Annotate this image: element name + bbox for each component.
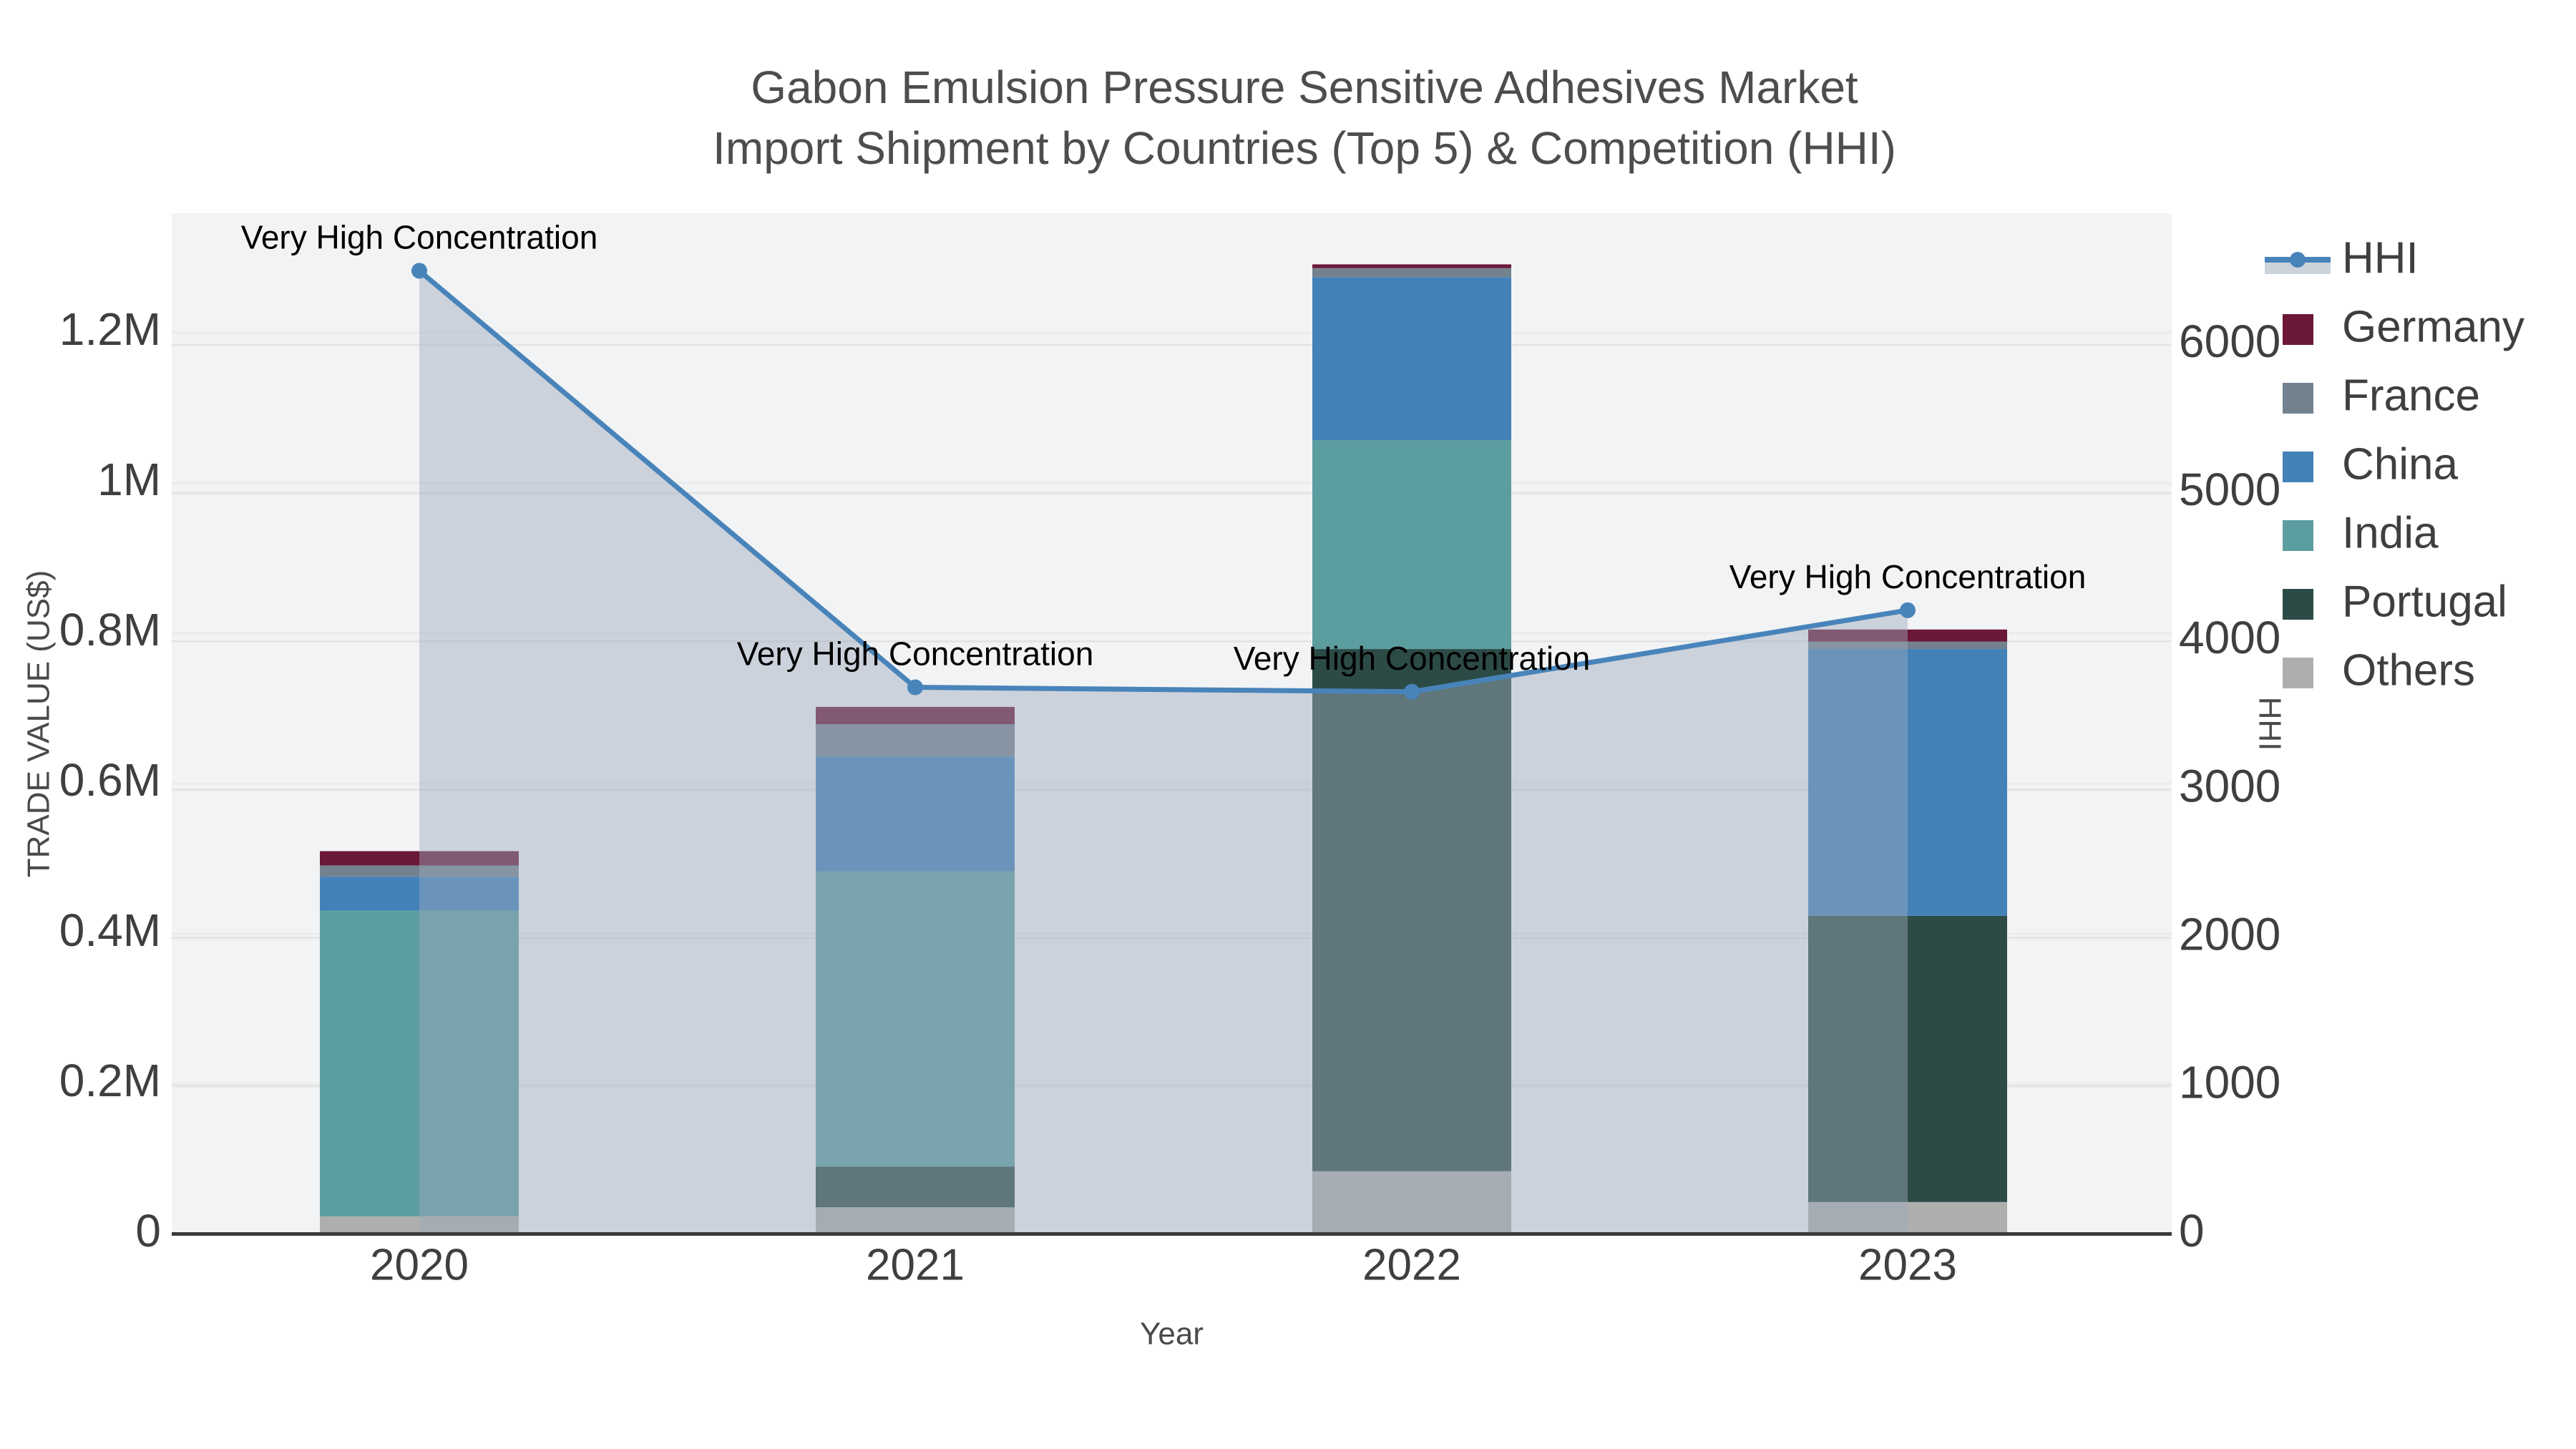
hhi-line [417,268,1908,695]
bar-segment-2023-others[interactable] [1808,1201,2007,1234]
y-left-tick-0: 0 [135,1205,161,1257]
bar-segment-2023-germany[interactable] [1808,629,2007,642]
chart-title-line2: Import Shipment by Countries (Top 5) & C… [713,122,1896,174]
legend-label-germany: Germany [2342,302,2524,351]
bar-segment-2020-others[interactable] [320,1216,519,1234]
x-tick-2020: 2020 [370,1240,469,1289]
bar-segment-2022-china[interactable] [1312,277,1511,441]
y-right-tick-0: 0 [2179,1205,2205,1257]
legend-swatch-portugal [2283,589,2313,620]
legend-swatch-others [2283,658,2313,688]
bar-segment-2022-india[interactable] [1312,440,1511,650]
y-right-tick-2000: 2000 [2179,909,2280,960]
y-left-axis-title: TRADE VALUE (US$) [21,570,57,878]
x-axis-title: Year [1140,1317,1204,1352]
y-right-axis-title: HHI [2252,697,2287,751]
bar-segment-2020-india[interactable] [320,910,519,1216]
annotation-2023: Very High Concentration [1729,558,2087,595]
y-right-tick-3000: 3000 [2179,760,2280,811]
legend-item-china[interactable]: China [2283,439,2459,489]
bar-segment-2023-portugal[interactable] [1808,915,2007,1202]
y-left-tick-0.6M: 0.6M [59,754,161,806]
legend-swatch-germany [2283,314,2313,345]
legend-label-others: Others [2342,645,2475,695]
bar-segment-2022-others[interactable] [1312,1171,1511,1234]
bar-segment-2021-france[interactable] [816,724,1015,757]
bar-segment-2023-france[interactable] [1808,641,2007,650]
bar-segment-2021-others[interactable] [816,1207,1015,1234]
hhi-marker-2020[interactable] [411,263,427,279]
bar-segment-2022-france[interactable] [1312,268,1511,278]
chart-title-line1: Gabon Emulsion Pressure Sensitive Adhesi… [751,62,1858,113]
annotation-2022: Very High Concentration [1234,640,1591,677]
bar-segment-2022-germany[interactable] [1312,264,1511,268]
annotation-2021: Very High Concentration [737,635,1094,673]
x-tick-2021: 2021 [866,1240,965,1289]
legend-item-france[interactable]: France [2283,371,2480,420]
y-left-tick-0.2M: 0.2M [59,1055,161,1106]
bar-segment-2020-france[interactable] [320,865,519,877]
hhi-area-fill [419,270,1908,1235]
y-left-tick-0.8M: 0.8M [59,604,161,655]
legend-item-hhi[interactable]: HHI [2265,233,2419,283]
legend-swatch-china [2283,452,2313,482]
y-left-tick-0.4M: 0.4M [59,904,161,956]
legend-item-germany[interactable]: Germany [2283,302,2524,351]
legend-item-portugal[interactable]: Portugal [2283,577,2507,626]
x-tick-2022: 2022 [1362,1240,1461,1289]
annotation-2020: Very High Concentration [241,219,598,256]
legend-swatch-france [2283,383,2313,414]
y-left-tick-1M: 1M [97,454,161,505]
legend-swatch-india [2283,520,2313,551]
legend-item-others[interactable]: Others [2283,645,2475,695]
legend-label-india: India [2342,508,2439,557]
bar-segment-2021-india[interactable] [816,871,1015,1167]
x-tick-2023: 2023 [1858,1240,1957,1289]
legend-item-india[interactable]: India [2283,508,2439,557]
bar-segment-2020-germany[interactable] [320,851,519,866]
legend-label-portugal: Portugal [2342,577,2507,626]
bar-segment-2021-germany[interactable] [816,706,1015,725]
bar-segment-2021-china[interactable] [816,756,1015,872]
y-right-tick-5000: 5000 [2179,464,2280,515]
hhi-marker-2022[interactable] [1404,683,1420,700]
legend-label-hhi: HHI [2342,233,2419,283]
y-left-tick-1.2M: 1.2M [59,303,161,355]
bar-segment-2022-portugal[interactable] [1312,649,1511,1171]
legend-label-china: China [2342,439,2459,489]
hhi-legend-marker-icon [2290,252,2306,268]
legend-label-france: France [2342,371,2480,420]
x-axis-line [172,1232,2172,1236]
bar-segment-2020-china[interactable] [320,877,519,911]
bar-segment-2021-portugal[interactable] [816,1166,1015,1208]
y-right-tick-4000: 4000 [2179,612,2280,663]
hhi-marker-2023[interactable] [1900,602,1916,618]
hhi-marker-2021[interactable] [907,679,923,696]
y-right-tick-6000: 6000 [2179,316,2280,367]
y-right-tick-1000: 1000 [2179,1057,2280,1108]
bar-segment-2023-china[interactable] [1808,649,2007,916]
